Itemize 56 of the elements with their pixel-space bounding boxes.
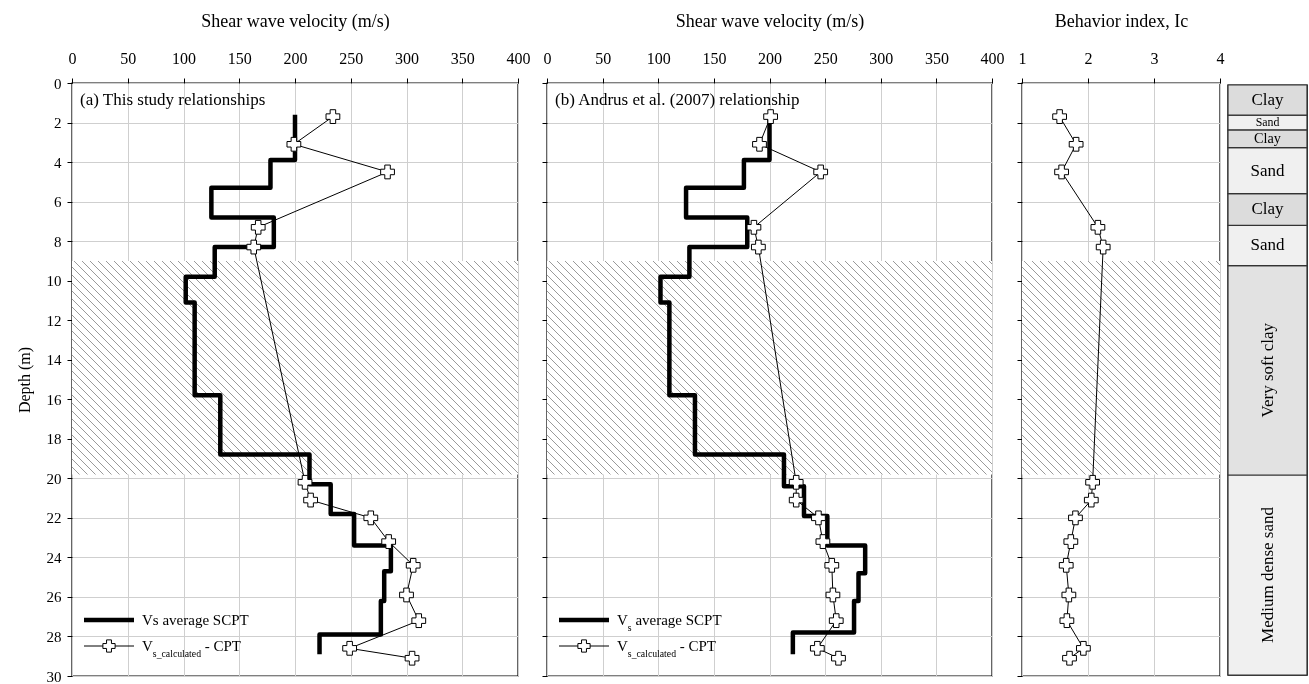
series-label: Medium dense sand	[1257, 506, 1277, 643]
y-tick-label: 28	[46, 628, 62, 645]
x-tick-label: 50	[595, 49, 612, 67]
y-tick-label: 10	[46, 273, 62, 290]
y-tick-label: 0	[54, 75, 62, 92]
x-tick-label: 100	[646, 49, 671, 67]
x-tick-label: 200	[283, 49, 308, 67]
x-tick-label: 300	[869, 49, 894, 67]
y-tick-label: 14	[46, 352, 62, 369]
x-tick-label: 50	[120, 49, 137, 67]
x-tick-label: 2	[1084, 49, 1093, 67]
y-tick-label: 4	[54, 154, 62, 171]
y-tick-label: 22	[46, 510, 62, 527]
x-axis-title: Shear wave velocity (m/s)	[201, 10, 390, 32]
annotation: (a) This study relationships	[80, 90, 266, 109]
y-tick-label: 26	[46, 589, 62, 606]
y-tick-label: 18	[46, 431, 62, 448]
y-axis-title: Depth (m)	[15, 346, 34, 414]
x-tick-label: 100	[172, 49, 196, 67]
y-tick-label: 24	[46, 549, 62, 566]
x-tick-label: 150	[702, 49, 727, 67]
series-label: Clay	[1254, 129, 1282, 146]
annotation: (b) Andrus et al. (2007) relationship	[555, 90, 800, 109]
legend-label: Vs average SCPT	[142, 612, 249, 628]
series-label: Sand	[1250, 160, 1285, 180]
series-label: Clay	[1251, 199, 1285, 219]
legend-label: V$_{s}$ average SCPT	[617, 612, 722, 633]
x-axis-title: Shear wave velocity (m/s)	[675, 10, 865, 32]
y-tick-label: 6	[54, 194, 62, 211]
x-tick-label: 400	[506, 49, 531, 67]
x-tick-label: 400	[980, 49, 1005, 67]
x-tick-label: 4	[1216, 49, 1225, 67]
x-tick-label: 0	[68, 49, 77, 67]
x-tick-label: 3	[1150, 49, 1159, 67]
x-tick-label: 0	[543, 49, 552, 67]
x-tick-label: 250	[813, 49, 838, 67]
y-tick-label: 8	[54, 233, 62, 250]
legend-label: V$_{s_calculated}$ - CPT	[142, 638, 242, 659]
series-label: Clay	[1251, 90, 1285, 110]
legend-label: V$_{s_calculated}$ - CPT	[617, 638, 717, 659]
x-axis-title: Behavior index, Ic	[1054, 10, 1189, 31]
series-label: Very soft clay	[1257, 322, 1277, 418]
y-tick-label: 16	[46, 391, 62, 408]
x-tick-label: 350	[924, 49, 949, 67]
x-tick-label: 300	[395, 49, 419, 67]
x-tick-label: 200	[758, 49, 782, 67]
y-tick-label: 20	[46, 470, 62, 487]
x-tick-label: 350	[450, 49, 475, 67]
x-tick-label: 1	[1018, 49, 1027, 67]
x-tick-label: 150	[227, 49, 252, 67]
y-tick-label: 2	[54, 115, 62, 132]
x-tick-label: 250	[339, 49, 364, 67]
y-tick-label: 12	[46, 312, 62, 329]
series-label: Sand	[1250, 235, 1285, 255]
y-tick-label: 30	[46, 668, 62, 684]
series-label: Sand	[1255, 115, 1280, 130]
